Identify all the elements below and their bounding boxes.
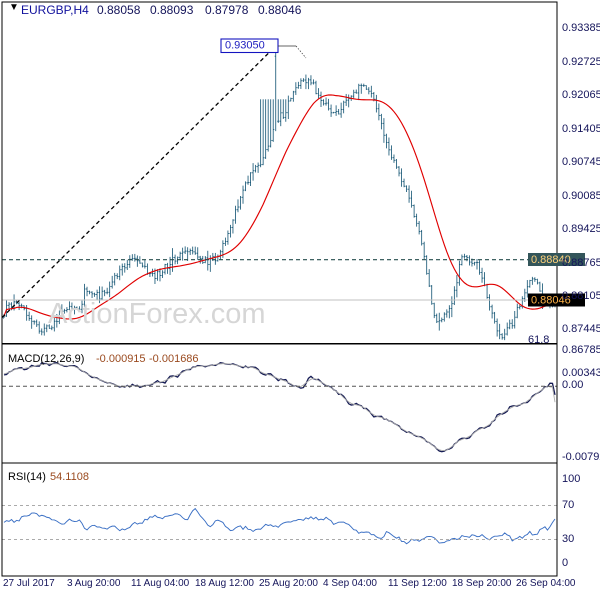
svg-text:0.93050: 0.93050 <box>225 40 265 52</box>
